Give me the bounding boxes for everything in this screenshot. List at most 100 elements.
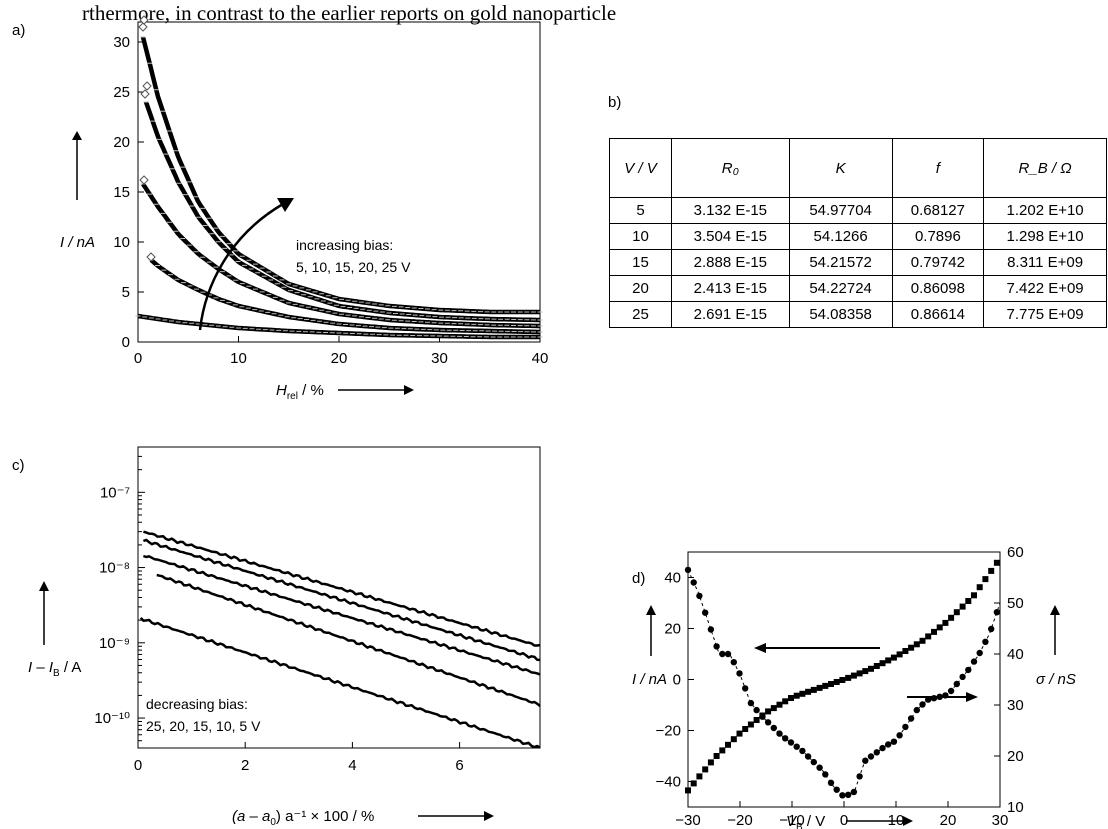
- panel-b-label: b): [608, 94, 621, 111]
- panel-d-series-current: [685, 559, 1000, 794]
- panel-a-series-2-markers: [143, 101, 543, 321]
- table-cell: 54.21572: [788, 249, 893, 276]
- table-cell: 1.298 E+10: [983, 223, 1107, 250]
- panel-d-point-conductance: [736, 670, 743, 677]
- panel-d-point-current: [782, 698, 789, 705]
- panel-a-data-marker: [146, 252, 156, 262]
- panel-d-point-current: [879, 660, 886, 667]
- panel-d-series-conductance: [684, 566, 1001, 799]
- panel-d-point-current: [730, 736, 737, 743]
- panel-a-label: a): [12, 22, 25, 39]
- panel-d-point-current: [793, 692, 800, 699]
- panel-c-annotation: decreasing bias: 25, 20, 15, 10, 5 V: [146, 696, 261, 734]
- table-cell: 0.68127: [891, 197, 985, 224]
- panel-d-point-conductance: [799, 747, 806, 755]
- panel-d-point-conductance: [959, 673, 966, 681]
- panel-d-point-current: [776, 701, 783, 708]
- panel-d-point-current: [770, 705, 777, 712]
- table-cell: 2.413 E-15: [670, 275, 790, 302]
- panel-d-arrow-left-head: [754, 643, 766, 653]
- panel-a-xtick-label: 20: [331, 350, 348, 367]
- panel-c-series-4: [156, 573, 541, 707]
- panel-c-xlabel-arrowhead: [484, 811, 494, 821]
- panel-d-xtick-label: −10: [779, 812, 804, 829]
- panel-a-ytick-label: 25: [113, 84, 130, 101]
- table-cell: 1.202 E+10: [983, 197, 1107, 224]
- panel-d-point-conductance: [822, 771, 829, 778]
- panel-c-xtick-label: 2: [241, 757, 249, 774]
- panel-d-point-conductance: [856, 773, 863, 780]
- panel-d-ylabel-right: σ / nS: [1036, 671, 1076, 688]
- panel-c-label: c): [12, 457, 25, 474]
- panel-d-point-current: [890, 654, 897, 661]
- table-header-rb: R_B / Ω: [983, 138, 1107, 198]
- panel-d-point-conductance: [907, 715, 915, 722]
- table-cell: 15: [609, 249, 672, 276]
- table-cell: 0.86614: [891, 301, 985, 328]
- table-cell: 20: [609, 275, 672, 302]
- panel-d-point-conductance: [787, 739, 795, 746]
- panel-d-point-current: [765, 708, 772, 715]
- panel-d-point-conductance: [993, 609, 1001, 616]
- panel-a-ylabel: I / nA: [60, 234, 95, 251]
- panel-d-point-current: [925, 633, 932, 640]
- panel-d-point-conductance: [724, 650, 732, 658]
- panel-d-point-conductance: [862, 757, 869, 764]
- panel-a-annotation-line2: 5, 10, 15, 20, 25 V: [296, 259, 411, 275]
- panel-d-point-current: [971, 592, 977, 599]
- panel-c-ylabel-arrowhead: [39, 581, 49, 591]
- panel-d-series-conductance-line: [687, 569, 1001, 798]
- panel-d-point-conductance: [742, 685, 749, 692]
- panel-d-point-conductance: [885, 741, 892, 748]
- panel-d-point-current: [896, 651, 903, 658]
- panel-a-xlabel: Hrel / %: [276, 382, 324, 402]
- panel-d-xtick-label: 0: [840, 812, 848, 829]
- panel-d-ytick-right-label: 20: [1007, 748, 1024, 765]
- table-row: 15 2.888 E-15 54.21572 0.79742 8.311 E+0…: [609, 249, 1107, 276]
- table-cell: 7.422 E+09: [983, 275, 1107, 302]
- panel-d-xlabel: VB / V: [786, 813, 825, 829]
- panel-d-point-current: [816, 684, 823, 691]
- panel-d-ylabel-left-arrowhead: [646, 605, 656, 615]
- table-cell: 7.775 E+09: [983, 301, 1107, 328]
- panel-d-ytick-right-label: 40: [1007, 646, 1024, 663]
- panel-d-point-current: [810, 686, 817, 693]
- panel-d-ytick-label: 20: [664, 621, 681, 638]
- panel-a-xtick-label: 30: [431, 350, 448, 367]
- panel-d-ylabel-right-group: σ / nS: [1036, 605, 1076, 688]
- table-header-k: K: [788, 138, 893, 198]
- panel-d-xtick-label: −30: [675, 812, 700, 829]
- panel-d-point-current: [828, 681, 834, 687]
- panel-a-data-marker: [142, 81, 152, 91]
- panel-d-point-conductance: [850, 788, 858, 796]
- panel-a-data-marker: [138, 22, 148, 32]
- panel-d-point-conductance: [845, 791, 852, 798]
- panel-d-point-conductance: [804, 753, 812, 760]
- panel-d-ytick-label: 40: [664, 570, 681, 587]
- panel-c-annotation-line2: 25, 20, 15, 10, 5 V: [146, 718, 261, 734]
- panel-d-point-current: [822, 682, 829, 689]
- panel-d-point-conductance: [696, 592, 703, 600]
- panel-c-series-5: [139, 617, 541, 749]
- panel-a-ytick-label: 0: [122, 334, 130, 351]
- panel-a-data-marker: [140, 89, 150, 99]
- panel-d-point-conductance: [965, 666, 972, 674]
- table-cell: 54.22724: [788, 275, 893, 302]
- panel-d-point-current: [976, 584, 983, 591]
- panel-d-ytick-label: −20: [656, 723, 681, 740]
- panel-d-point-current: [805, 688, 812, 695]
- panel-d-point-current: [959, 603, 966, 610]
- panel-d-xlabel-arrowhead: [903, 816, 913, 826]
- panel-a-annotation: increasing bias: 5, 10, 15, 20, 25 V: [198, 198, 411, 331]
- panel-d-point-current: [702, 766, 709, 773]
- panel-c-xtick-label: 4: [348, 757, 356, 774]
- panel-c-series-1: [143, 530, 541, 647]
- panel-d-point-current: [885, 657, 892, 664]
- panel-d-point-current: [788, 695, 794, 701]
- panel-d-point-current: [725, 741, 731, 748]
- panel-a-annotation-arrow: [198, 202, 284, 331]
- panel-a-ytick-label: 20: [113, 134, 130, 151]
- panel-a-frame: [137, 21, 541, 343]
- panel-c-xtick-label: 6: [455, 757, 463, 774]
